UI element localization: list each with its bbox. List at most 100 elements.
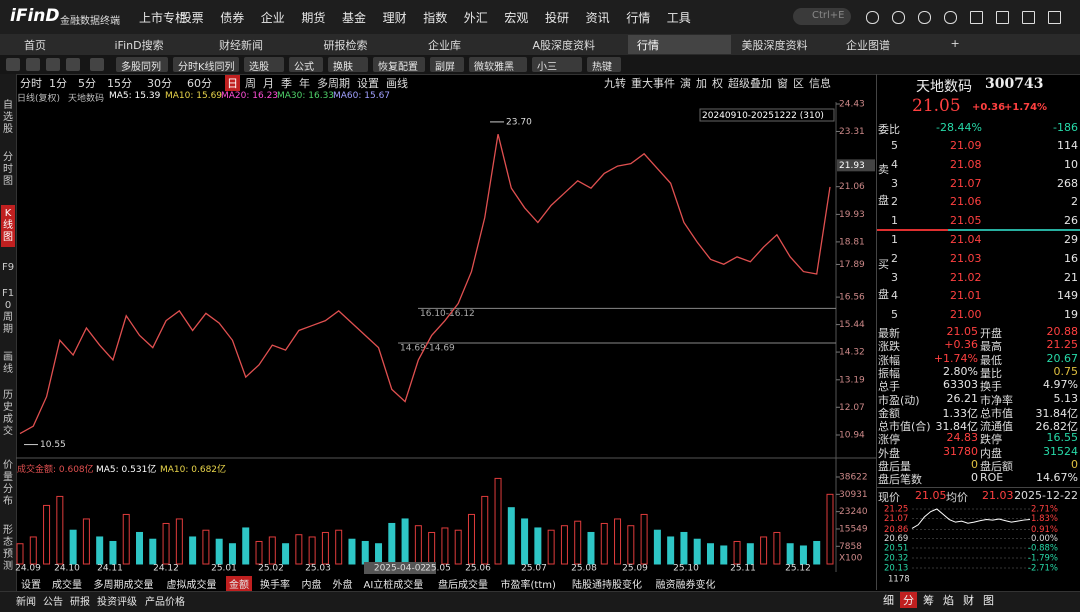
tab-label[interactable]: 美股深度资料 (741, 39, 808, 52)
menu-item[interactable]: 理财 (382, 11, 407, 25)
menu-item[interactable]: 指数 (423, 11, 448, 25)
indicator-tab[interactable]: 融资融券变化 (655, 580, 716, 591)
period[interactable]: 60分 (187, 77, 212, 90)
nav-button[interactable] (26, 58, 40, 71)
window-icon[interactable] (1048, 11, 1061, 24)
tool-label[interactable]: 公式 (294, 62, 314, 73)
chart-tool[interactable]: 演 (680, 77, 691, 90)
window-icon[interactable] (996, 11, 1009, 24)
menu-item[interactable]: 企业 (260, 11, 285, 25)
tab-label[interactable]: iFinD搜索 (114, 39, 164, 52)
period[interactable]: 月 (263, 77, 274, 90)
menu-item[interactable]: 基金 (342, 11, 367, 25)
chart-tool[interactable]: 九转 (604, 77, 626, 90)
side-item[interactable]: 形态预测 (3, 525, 13, 572)
side-item[interactable]: 价量分布 (3, 460, 13, 507)
period[interactable]: 日 (225, 75, 240, 91)
side-item[interactable]: K线图 (1, 205, 15, 247)
side-item[interactable]: 历史成交 (3, 390, 13, 437)
tab[interactable] (628, 35, 731, 54)
window-icon[interactable] (866, 11, 879, 24)
menu-item[interactable]: 外汇 (463, 11, 488, 25)
nav-button[interactable] (66, 58, 80, 71)
chart-tool[interactable]: 信息 (809, 77, 831, 90)
window-icon[interactable] (1022, 11, 1035, 24)
chart-tool[interactable]: 超级叠加 (728, 77, 772, 90)
tool-button[interactable] (373, 57, 425, 72)
tool-label[interactable]: 小三 (537, 62, 557, 73)
tool-label[interactable]: 副屏 (435, 62, 455, 73)
menu-item[interactable]: 行情 (626, 11, 651, 25)
tool-button[interactable] (116, 57, 168, 72)
side-item[interactable]: 画线 (3, 352, 13, 375)
info-link[interactable]: 公告 (43, 597, 63, 608)
tab-label[interactable]: 企业库 (428, 39, 461, 52)
panel-tab[interactable]: 财 (963, 594, 974, 607)
tool-label[interactable]: 多股同列 (121, 62, 161, 73)
panel-tab[interactable]: 图 (983, 594, 994, 607)
indicator-tab[interactable]: 设置 (21, 580, 41, 591)
tool-button[interactable] (328, 57, 368, 72)
indicator-tab[interactable]: 外盘 (332, 580, 353, 591)
tool-button[interactable] (289, 57, 323, 72)
period[interactable]: 分时 (20, 77, 42, 90)
period[interactable]: 画线 (386, 77, 408, 90)
nav-button[interactable] (46, 58, 60, 71)
period[interactable]: 季 (281, 77, 292, 90)
tab-label[interactable]: 研报检索 (323, 39, 368, 52)
tab-label[interactable]: A股深度资料 (532, 39, 596, 52)
menu-item[interactable]: 投研 (545, 11, 570, 25)
period[interactable]: 1分 (49, 77, 67, 90)
indicator-tab[interactable]: AI立桩成交量 (363, 580, 424, 591)
panel-tab[interactable]: 焰 (943, 594, 954, 607)
info-link[interactable]: 研报 (70, 597, 90, 608)
menu-item[interactable]: 债券 (220, 11, 245, 25)
chart-tool[interactable]: 窗 (777, 77, 788, 90)
search-box[interactable] (793, 8, 851, 25)
tool-label[interactable]: 分时K线同列 (178, 62, 235, 73)
tool-button[interactable] (469, 57, 527, 72)
period[interactable]: 5分 (78, 77, 96, 90)
tab-label[interactable]: 首页 (24, 39, 46, 52)
info-link[interactable]: 产品价格 (145, 597, 185, 608)
tool-label[interactable]: 恢复配置 (378, 62, 418, 73)
tool-button[interactable] (532, 57, 582, 72)
tool-button[interactable] (587, 57, 621, 72)
tool-button[interactable] (244, 57, 284, 72)
indicator-tab[interactable]: 盘后成交量 (438, 580, 488, 591)
tool-button[interactable] (173, 57, 239, 72)
side-item[interactable]: F10 (1, 288, 15, 311)
period[interactable]: 年 (299, 77, 310, 90)
side-item[interactable]: F9 (1, 262, 15, 273)
window-icon[interactable] (970, 11, 983, 24)
side-item[interactable]: 周期 (3, 312, 13, 335)
tab-label[interactable]: + (950, 37, 960, 50)
period[interactable]: 设置 (357, 77, 379, 90)
chart-tool[interactable]: 权 (712, 77, 723, 90)
tool-label[interactable]: 选股 (249, 62, 269, 73)
menu-item[interactable]: 期货 (301, 11, 326, 25)
indicator-tab[interactable]: 虚拟成交量 (166, 580, 217, 591)
tab[interactable] (1, 35, 104, 54)
period[interactable]: 周 (245, 77, 256, 90)
period[interactable]: 15分 (107, 77, 132, 90)
tool-label[interactable]: 换肤 (333, 62, 353, 73)
window-icon[interactable] (944, 11, 957, 24)
chart-tool[interactable]: 重大事件 (631, 77, 675, 90)
nav-button[interactable] (6, 58, 20, 71)
nav-button[interactable] (90, 58, 104, 71)
period[interactable]: 30分 (147, 77, 172, 90)
indicator-tab[interactable]: 市盈率(ttm) (500, 580, 556, 591)
window-icon[interactable] (892, 11, 905, 24)
indicator-tab[interactable]: 陆股通持股变化 (572, 580, 642, 591)
tab-label[interactable]: 企业图谱 (846, 39, 890, 52)
tool-label[interactable]: 微软雅黑 (474, 62, 514, 73)
side-item[interactable]: 自选股 (3, 100, 13, 135)
panel-tab[interactable]: 分 (900, 592, 917, 608)
period[interactable]: 多周期 (317, 77, 350, 90)
indicator-tab[interactable]: 换手率 (260, 580, 290, 591)
window-icon[interactable] (918, 11, 931, 24)
indicator-tab[interactable]: 成交量 (52, 580, 82, 591)
menu-item[interactable]: 宏观 (504, 11, 529, 25)
info-link[interactable]: 投资评级 (97, 597, 137, 608)
